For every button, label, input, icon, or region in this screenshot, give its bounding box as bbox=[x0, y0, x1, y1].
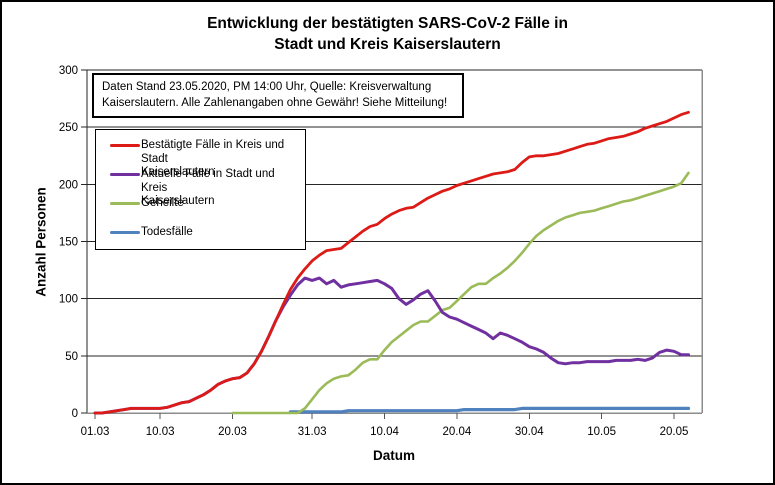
y-tick-label-50: 50 bbox=[65, 351, 78, 363]
x-tick-label-10.04: 10.04 bbox=[370, 426, 399, 438]
legend-label-active: Aktuelle Fälle in Stadt und Kreis Kaiser… bbox=[141, 168, 275, 207]
chart-title: Entwicklung der bestätigten SARS-CoV-2 F… bbox=[2, 13, 773, 55]
confirmed-cases-line bbox=[93, 110, 690, 415]
x-tick-label-30.04: 30.04 bbox=[515, 426, 544, 438]
active-line-swatch bbox=[110, 173, 140, 176]
chart-title-line1: Entwicklung der bestätigten SARS-CoV-2 F… bbox=[207, 15, 568, 32]
chart-legend: Bestätigte Fälle in Kreis und Stadt Kais… bbox=[95, 129, 306, 250]
y-tick-label-0: 0 bbox=[72, 408, 78, 420]
note-line1: Daten Stand 23.05.2020, PM 14:00 Uhr, Qu… bbox=[102, 81, 432, 93]
x-tick-label-01.03: 01.03 bbox=[81, 426, 110, 438]
y-tick-label-200: 200 bbox=[59, 179, 78, 191]
recovered-line bbox=[231, 171, 690, 415]
confirmed-line-swatch bbox=[110, 144, 140, 147]
note-line2: Kaiserslautern. Alle Zahlenangaben ohne … bbox=[102, 97, 448, 109]
y-tick-label-250: 250 bbox=[59, 122, 78, 134]
deaths-line bbox=[288, 406, 691, 414]
data-source-note-box: Daten Stand 23.05.2020, PM 14:00 Uhr, Qu… bbox=[92, 73, 464, 118]
deaths-line-swatch bbox=[110, 231, 140, 234]
legend-item-active: Aktuelle Fälle in Stadt und Kreis Kaiser… bbox=[110, 168, 301, 209]
legend-item-recovered: Geheilte bbox=[110, 197, 301, 211]
x-tick-label-20.04: 20.04 bbox=[442, 426, 471, 438]
legend-label-deaths: Todesfälle bbox=[141, 226, 193, 238]
x-axis-title: Datum bbox=[372, 448, 415, 463]
y-axis-title: Anzahl Personen bbox=[33, 187, 49, 297]
recovered-line-swatch bbox=[110, 202, 140, 205]
x-tick-label-10.03: 10.03 bbox=[146, 426, 175, 438]
legend-label-recovered: Geheilte bbox=[141, 197, 184, 209]
legend-item-confirmed: Bestätigte Fälle in Kreis und Stadt Kais… bbox=[110, 139, 301, 180]
x-tick-label-20.03: 20.03 bbox=[218, 426, 247, 438]
x-tick-label-10.05: 10.05 bbox=[587, 426, 616, 438]
y-tick-label-300: 300 bbox=[59, 65, 78, 77]
legend-label-confirmed: Bestätigte Fälle in Kreis und Stadt Kais… bbox=[141, 139, 285, 178]
x-tick-label-31.03: 31.03 bbox=[298, 426, 327, 438]
legend-item-deaths: Todesfälle bbox=[110, 226, 301, 240]
y-tick-label-100: 100 bbox=[59, 294, 78, 306]
y-tick-label-150: 150 bbox=[59, 237, 78, 249]
x-tick-label-20.05: 20.05 bbox=[660, 426, 689, 438]
chart-title-line2: Stadt und Kreis Kaiserslautern bbox=[274, 36, 501, 53]
